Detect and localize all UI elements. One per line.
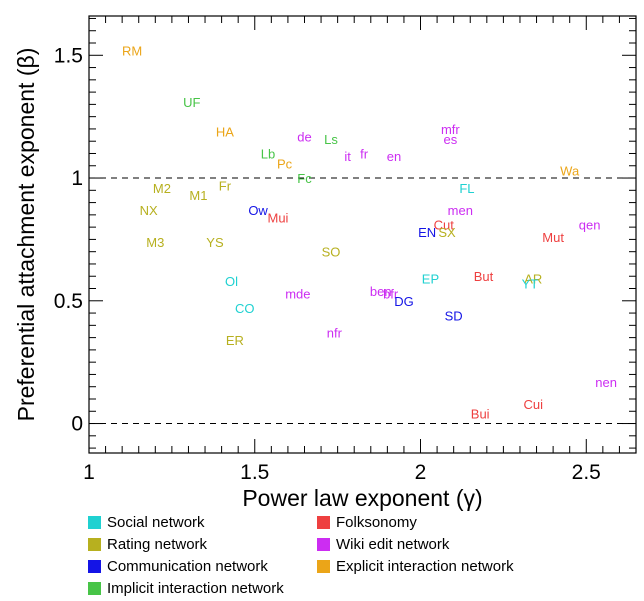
point-label-mut: Mut: [542, 230, 564, 245]
x-tick-label: 1.5: [240, 461, 269, 484]
y-tick-label: 1: [71, 167, 83, 190]
point-label-cui: Cui: [523, 397, 543, 412]
point-label-ep: EP: [422, 272, 439, 287]
point-label-mui: Mui: [267, 210, 288, 225]
point-label-ol: Ol: [225, 274, 238, 289]
y-axis-label: Preferential attachment exponent (β): [13, 48, 39, 422]
legend-swatch: [317, 538, 330, 551]
point-label-mde: mde: [285, 286, 310, 301]
legend-item-wiki: Wiki edit network: [317, 536, 449, 553]
point-label-but: But: [474, 269, 494, 284]
point-label-cut: Cut: [434, 218, 455, 233]
point-label-en: EN: [418, 225, 436, 240]
point-label-nfr: nfr: [327, 326, 343, 341]
point-label-ys: YS: [206, 235, 224, 250]
legend-item-rating: Rating network: [88, 536, 207, 553]
legend-label: Social network: [107, 514, 205, 531]
point-label-en: en: [387, 149, 401, 164]
point-label-mfr: mfr: [441, 122, 460, 137]
legend-swatch: [88, 538, 101, 551]
legend-label: Explicit interaction network: [336, 558, 514, 575]
point-label-co: CO: [235, 301, 255, 316]
axis-ticks: [88, 16, 637, 453]
legend-item-explicit: Explicit interaction network: [317, 558, 514, 575]
legend-item-folksonomy: Folksonomy: [317, 514, 417, 531]
point-label-es: es: [443, 132, 457, 147]
x-tick-label: 2: [415, 461, 427, 484]
point-label-qen: qen: [579, 218, 601, 233]
point-label-fr: Fr: [219, 178, 232, 193]
point-label-wa: Wa: [560, 164, 580, 179]
legend-label: Rating network: [107, 536, 208, 553]
point-label-it: it: [344, 149, 351, 164]
legend-item-communication: Communication network: [88, 558, 268, 575]
point-label-ls: Ls: [324, 132, 338, 147]
x-axis-label: Power law exponent (γ): [242, 485, 482, 511]
point-label-rm: RM: [122, 43, 142, 58]
legend-label: Wiki edit network: [336, 536, 450, 553]
point-label-m1: M1: [189, 188, 207, 203]
plot-frame: [88, 15, 637, 454]
x-tick-label: 2.5: [572, 461, 601, 484]
point-label-m3: M3: [146, 235, 164, 250]
point-label-de: de: [297, 129, 311, 144]
y-tick-label: 1.5: [54, 44, 83, 67]
y-tick-label: 0: [71, 413, 83, 436]
legend-swatch: [88, 582, 101, 595]
point-label-ar: AR: [524, 272, 542, 287]
point-label-fr: fr: [360, 146, 369, 161]
legend-item-implicit: Implicit interaction network: [88, 580, 284, 597]
legend-swatch: [88, 516, 101, 529]
point-label-sx: SX: [438, 225, 456, 240]
point-label-dg: DG: [394, 294, 414, 309]
legend-label: Folksonomy: [336, 514, 417, 531]
point-label-so: SO: [322, 245, 341, 260]
point-label-nx: NX: [140, 203, 158, 218]
point-label-ow: Ow: [248, 203, 268, 218]
legend: Social network Folksonomy Rating network Wi…: [88, 514, 628, 600]
legend-item-social: Social network: [88, 514, 205, 531]
y-tick-label: 0.5: [54, 290, 83, 313]
point-label-ha: HA: [216, 124, 234, 139]
tick-labels: 1 1.5 2 2.5 0 0.5 1 1.5: [54, 44, 601, 484]
point-label-fl: FL: [459, 181, 474, 196]
legend-label: Communication network: [107, 558, 268, 575]
point-label-ben: ben: [370, 284, 392, 299]
x-tick-label: 1: [83, 461, 95, 484]
point-label-fc: Fc: [297, 171, 312, 186]
legend-label: Implicit interaction network: [107, 580, 284, 597]
point-label-lb: Lb: [261, 146, 275, 161]
point-label-bui: Bui: [471, 407, 490, 422]
point-label-pc: Pc: [277, 156, 293, 171]
point-label-bfr: bfr: [383, 286, 399, 301]
point-label-sd: SD: [445, 309, 463, 324]
point-label-nen: nen: [595, 375, 617, 390]
point-label-m2: M2: [153, 181, 171, 196]
legend-swatch: [317, 560, 330, 573]
reference-lines: [89, 177, 636, 425]
point-label-yt: YT: [522, 277, 539, 292]
point-label-men: men: [448, 203, 473, 218]
point-label-er: ER: [226, 333, 244, 348]
legend-swatch: [317, 516, 330, 529]
point-label-uf: UF: [183, 95, 200, 110]
legend-swatch: [88, 560, 101, 573]
